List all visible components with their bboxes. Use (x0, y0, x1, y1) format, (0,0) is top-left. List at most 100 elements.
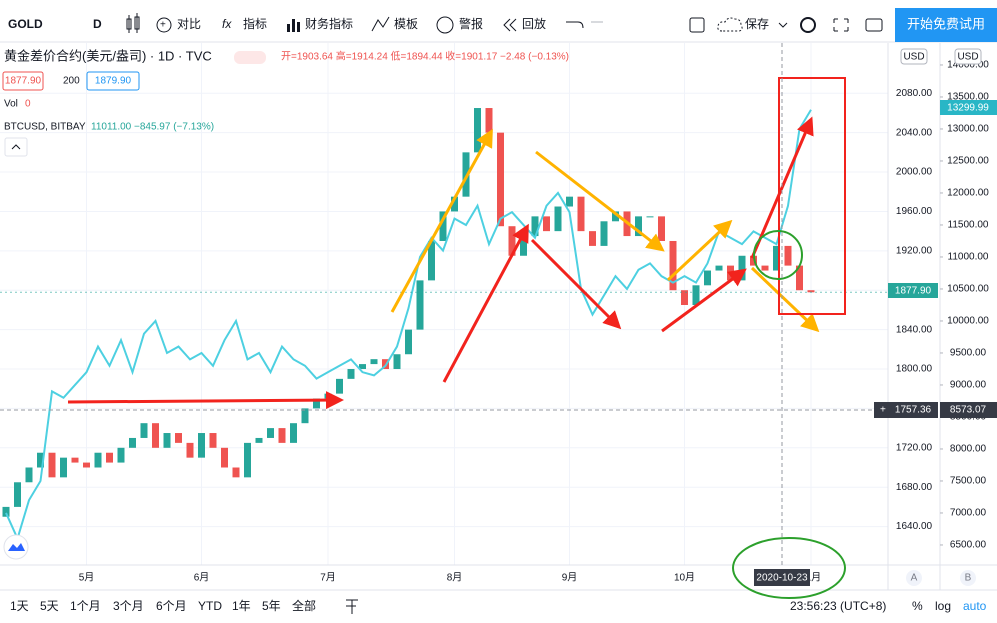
plus[interactable]: + (880, 405, 886, 416)
compare-values: 11011.00 −845.97 (−7.13%) (91, 122, 214, 133)
unit-box[interactable] (900, 48, 928, 65)
scale-label: B (965, 573, 972, 584)
undo[interactable] (566, 21, 584, 29)
candle-body (359, 364, 366, 370)
candle-body (232, 467, 240, 478)
percent[interactable]: % (912, 599, 923, 613)
unit-box[interactable] (954, 48, 982, 65)
candle-body (577, 196, 585, 232)
auto[interactable]: auto (963, 599, 987, 613)
candle-body (485, 108, 493, 133)
candle-body (163, 433, 171, 448)
save-menu[interactable] (778, 22, 788, 28)
candle-body (209, 433, 217, 448)
replay-icon[interactable] (503, 18, 517, 32)
cloud-icon[interactable] (717, 17, 743, 32)
screenshot-button[interactable] (865, 18, 883, 32)
candle-body (48, 452, 56, 478)
y-tick-label: 2040.00 (896, 127, 933, 138)
candle-body (773, 245, 780, 271)
arrow (750, 116, 814, 259)
logo-mark (8, 543, 25, 551)
alert[interactable]: 警报 (459, 16, 483, 31)
plus: + (160, 20, 166, 31)
candle-body (520, 236, 527, 256)
candle-body (600, 221, 608, 246)
replay[interactable]: 回放 (522, 16, 546, 31)
range-button[interactable]: 5天 (40, 599, 59, 613)
btc-last: 13299.99 (947, 103, 989, 114)
range-button[interactable]: 1年 (232, 599, 251, 613)
y-tick-label: 1920.00 (896, 245, 933, 256)
x-tick-label: 6月 (194, 572, 210, 584)
range-button[interactable]: 全部 (292, 598, 316, 613)
fx-icon[interactable]: fx (222, 17, 232, 31)
compare[interactable]: 对比 (177, 17, 201, 31)
symbol[interactable]: GOLD (8, 17, 43, 31)
range-button[interactable]: 3个月 (113, 599, 144, 613)
collapse-button[interactable] (4, 137, 28, 157)
templates[interactable]: 模板 (394, 17, 418, 31)
legend: 黄金差价合约(美元/盎司) · 1D · TVC 开=1903.64 高=191… (2, 48, 569, 157)
compare-icon[interactable] (156, 17, 172, 33)
indicators[interactable]: 指标 (243, 16, 267, 31)
scale-button[interactable] (906, 570, 922, 586)
bottom-bar: 23:56:23 (UTC+8) % log auto 1天 5天 1个月 3个月 6个… (10, 598, 987, 614)
chart-type-icon[interactable] (126, 13, 140, 33)
financials[interactable]: 财务指标 (305, 16, 353, 31)
range-button[interactable]: 5年 (262, 599, 281, 613)
bid-box[interactable] (2, 71, 44, 91)
settings[interactable] (800, 17, 816, 33)
ask: 1879.90 (95, 76, 132, 87)
x-tick-label: 9月 (562, 572, 578, 584)
candle-body (635, 216, 642, 237)
cross-gold: 1757.36 (895, 405, 932, 416)
badge (874, 402, 938, 418)
range-button[interactable]: 6个月 (156, 599, 187, 613)
badge (754, 569, 810, 586)
trial-label: 开始免费试用 (907, 16, 985, 31)
range-button[interactable]: 1天 (10, 599, 29, 613)
candle-body (278, 428, 286, 443)
candle-body (267, 428, 274, 438)
goto-date[interactable] (346, 599, 358, 614)
y2-tick-label: 10500.00 (947, 284, 989, 295)
arrow (750, 266, 820, 333)
x-tick-label: 8月 (447, 572, 463, 584)
candle-body (439, 211, 447, 241)
ohlc: 开=1903.64 高=1914.24 低=1894.44 收=1901.17 … (281, 50, 569, 63)
y2-tick-label: 9500.00 (950, 348, 987, 359)
range-button[interactable]: YTD (198, 599, 222, 613)
alert-icon[interactable] (436, 16, 454, 34)
gold-last: 1877.90 (895, 286, 932, 297)
badge (940, 402, 997, 418)
ask-box[interactable] (86, 71, 140, 91)
trial-button[interactable] (895, 8, 997, 42)
highlight-circle (753, 230, 803, 280)
save[interactable]: 保存 (745, 17, 769, 31)
scale-button[interactable] (960, 570, 976, 586)
range-button[interactable]: 1个月 (70, 599, 101, 613)
fullscreen[interactable] (833, 18, 849, 32)
candle-body (658, 216, 665, 241)
highlight-circle (732, 537, 846, 599)
candle-body (94, 452, 102, 468)
pill[interactable] (234, 51, 266, 64)
candle-body (416, 280, 424, 330)
candle-body (83, 462, 90, 468)
templates-icon[interactable] (371, 16, 390, 32)
financials-icon[interactable] (287, 19, 300, 32)
candle-body (681, 290, 688, 305)
candle-body (428, 240, 435, 281)
candle-body (347, 369, 355, 379)
candle-body (646, 216, 654, 218)
layout-button[interactable] (689, 17, 705, 33)
interval[interactable]: D (93, 17, 102, 31)
candle-body (301, 408, 309, 424)
y-tick-label: 1680.00 (896, 482, 933, 493)
y2-tick-label: 11000.00 (948, 252, 989, 263)
y-tick-label: 1720.00 (896, 442, 933, 453)
y2-tick-label: 7000.00 (950, 508, 987, 519)
candle-body (704, 270, 711, 286)
log[interactable]: log (935, 599, 951, 613)
